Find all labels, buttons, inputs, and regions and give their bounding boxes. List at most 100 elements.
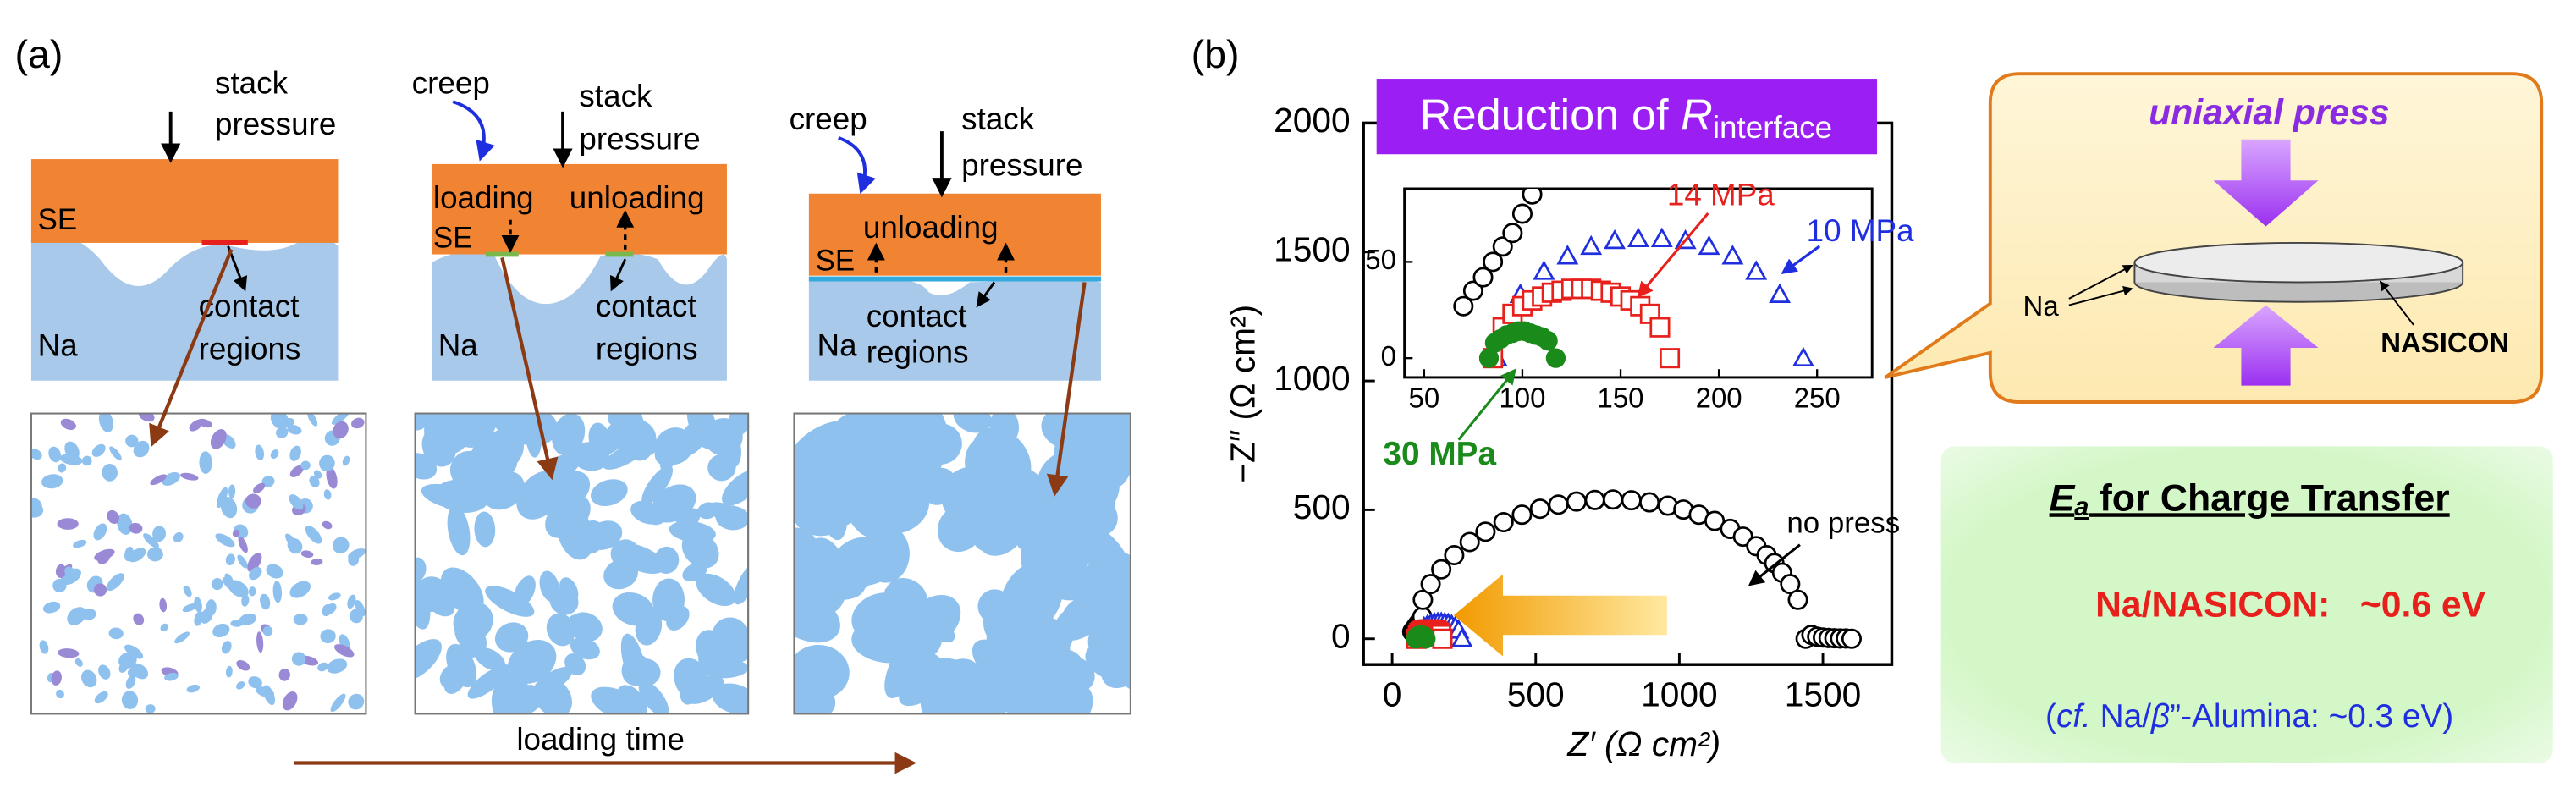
label: SE [433,221,473,254]
contact-blob [434,479,489,513]
shift-arrow [1453,574,1667,657]
na-region [808,278,1101,381]
contact-blob [91,443,106,457]
title-box [1376,79,1878,155]
contact-blob [255,444,265,461]
contact-blob [107,509,119,525]
data-point [1533,260,1555,280]
data-point [1769,283,1792,303]
label: stack [579,79,652,113]
contact-blob [559,577,579,603]
contact-blob [415,639,442,681]
contact-blob [324,603,337,614]
contact-blob [237,554,248,569]
label: stack [961,102,1035,136]
contact-blob [39,640,49,654]
contact-blob [289,494,304,510]
na-region [431,251,727,381]
ea-subscript: a [2074,492,2089,521]
contact-blob [225,665,233,678]
contact-blob [718,426,741,447]
contact-blob [270,449,279,460]
contact-blob [331,413,350,425]
contact-blob [238,537,248,553]
contact-blob [57,518,79,530]
contact-blob [138,413,155,422]
contact-blob [275,427,289,438]
data-point [1412,589,1434,610]
contact-blob [305,526,322,544]
data-point [1444,545,1465,566]
contact-blob [272,581,283,603]
inset-x-tick-label: 200 [1696,383,1742,414]
contact-blob [612,592,655,626]
contact-blob [884,586,955,643]
contact-blob [439,663,466,689]
contact-blob [52,578,67,593]
data-point [1627,227,1649,247]
contact-blob [1049,656,1095,694]
inset-x-tick-label: 250 [1794,383,1841,414]
data-point [1584,489,1605,510]
label: contact [867,299,967,333]
contact-blob [1024,532,1088,574]
contact-blob [117,513,133,535]
inset-y-tick-label: 0 [1381,340,1396,372]
contact-blob [266,564,283,579]
inset-y-tick-label: 50 [1365,244,1396,275]
contact-blob [124,644,144,659]
contact-blob [124,546,134,562]
chart-title: Reduction of Rinterface [1420,91,1832,144]
inset-points [1453,188,1814,369]
contact-blob [174,631,190,644]
contact-blob [109,446,122,461]
contact-blob [977,589,1013,625]
contact-blob [98,664,111,680]
data-point [1649,317,1671,338]
panel-label: (b) [1192,32,1240,76]
arrow [1748,543,1801,586]
callout-box [1884,72,2544,404]
contact-blob [48,446,62,463]
contact-blob [320,629,336,644]
se-layer [30,159,339,243]
contact-blob [619,413,646,453]
label: Na [817,328,858,363]
arrow [1781,245,1821,275]
contact-blob [217,487,228,509]
label: pressure [215,107,336,141]
contact-blob [727,413,749,437]
label: loading time [516,722,685,757]
data-point [1538,331,1558,351]
data-point [1502,223,1523,244]
contact-blob [415,557,427,583]
contact-blob [972,639,1021,685]
contact-blob [330,662,344,673]
x-tick-label: 1000 [1641,675,1718,714]
contact-blob [696,573,736,607]
contact-blob [289,445,301,461]
contact-blob [671,503,706,546]
contact-blob [129,522,143,534]
contact-blob [186,684,201,693]
contact-blob [236,681,245,690]
contact-blob [415,575,431,630]
contact-blob [333,644,355,658]
ea-note-part: Na/ [2091,698,2151,735]
contact-blob [225,553,235,566]
contact-blob [1061,592,1112,627]
contact-blob [493,413,512,433]
contact-blob [719,641,749,664]
contact-blob [261,476,275,487]
contact-blob [1057,688,1088,714]
contact-blob [322,520,333,530]
data-point [1511,504,1533,526]
contact-blob [722,469,749,506]
ea-note-part: cf. [2056,698,2091,735]
data-point [1493,512,1514,533]
data-point [1548,494,1569,515]
contact-blob [647,508,668,526]
label: creep [790,102,867,136]
contact-blob [989,413,1019,445]
data-point [1492,236,1513,257]
